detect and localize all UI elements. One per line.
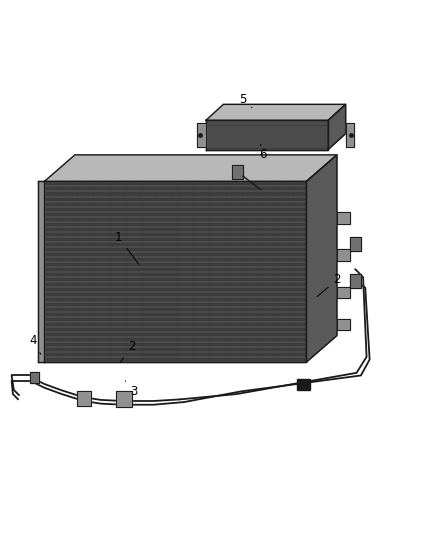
Polygon shape xyxy=(337,319,350,330)
Polygon shape xyxy=(306,155,337,362)
Polygon shape xyxy=(117,391,132,407)
Polygon shape xyxy=(44,181,306,362)
Text: 4: 4 xyxy=(30,334,41,354)
Polygon shape xyxy=(38,181,44,362)
Polygon shape xyxy=(328,104,346,150)
Polygon shape xyxy=(337,212,350,224)
Polygon shape xyxy=(297,379,311,390)
Text: 3: 3 xyxy=(125,381,138,398)
Text: 5: 5 xyxy=(239,93,252,108)
Text: 2: 2 xyxy=(120,340,135,362)
Polygon shape xyxy=(350,237,361,251)
Polygon shape xyxy=(350,274,361,288)
Text: 1: 1 xyxy=(115,231,139,264)
Polygon shape xyxy=(206,104,346,120)
Polygon shape xyxy=(346,124,354,147)
Polygon shape xyxy=(337,287,350,298)
Polygon shape xyxy=(44,155,337,181)
Text: 2: 2 xyxy=(317,273,341,296)
Polygon shape xyxy=(77,391,91,406)
Polygon shape xyxy=(197,124,206,147)
Polygon shape xyxy=(206,120,328,150)
Polygon shape xyxy=(232,165,243,179)
Text: 6: 6 xyxy=(259,144,266,161)
Polygon shape xyxy=(29,372,39,383)
Polygon shape xyxy=(337,249,350,261)
